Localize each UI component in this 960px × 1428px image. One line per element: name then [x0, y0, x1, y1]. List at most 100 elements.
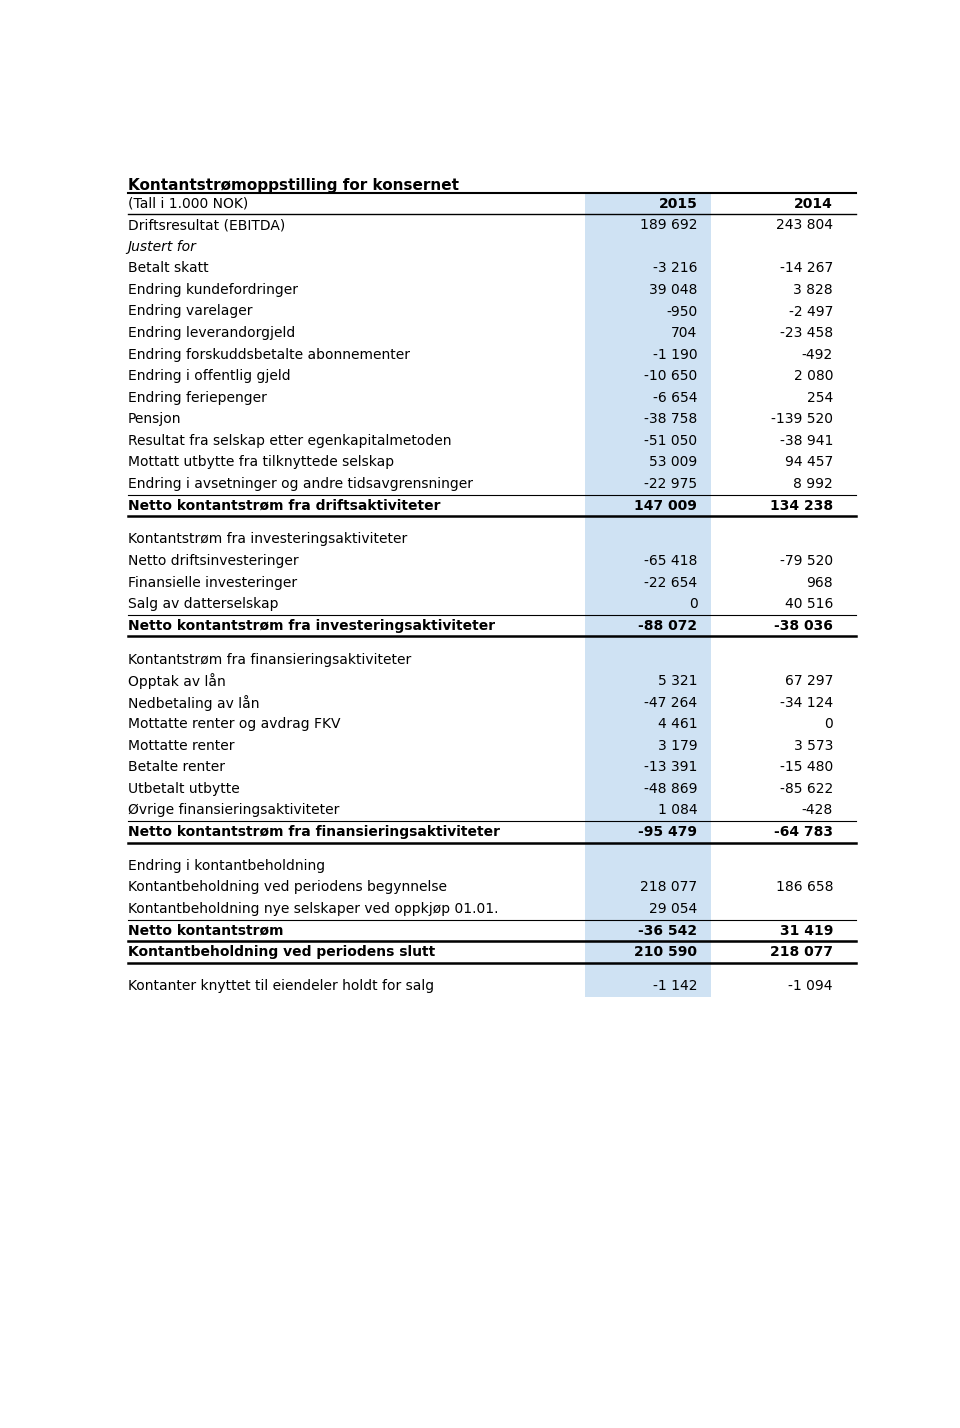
Text: Mottatte renter: Mottatte renter: [128, 738, 234, 753]
Text: 218 077: 218 077: [640, 881, 697, 894]
Text: 39 048: 39 048: [649, 283, 697, 297]
Text: -38 036: -38 036: [774, 618, 833, 633]
Text: -51 050: -51 050: [644, 434, 697, 448]
Text: 8 992: 8 992: [793, 477, 833, 491]
Text: 2 080: 2 080: [794, 370, 833, 383]
Text: Øvrige finansieringsaktiviteter: Øvrige finansieringsaktiviteter: [128, 804, 339, 817]
Text: 186 658: 186 658: [776, 881, 833, 894]
Text: -3 216: -3 216: [653, 261, 697, 276]
Text: Netto driftsinvesteringer: Netto driftsinvesteringer: [128, 554, 299, 568]
Text: -47 264: -47 264: [644, 695, 697, 710]
Text: -14 267: -14 267: [780, 261, 833, 276]
Text: Kontantbeholdning ved periodens begynnelse: Kontantbeholdning ved periodens begynnel…: [128, 881, 446, 894]
Text: Kontanter knyttet til eiendeler holdt for salg: Kontanter knyttet til eiendeler holdt fo…: [128, 980, 434, 992]
Text: -95 479: -95 479: [638, 825, 697, 840]
Text: Netto kontantstrøm fra driftsaktiviteter: Netto kontantstrøm fra driftsaktiviteter: [128, 498, 441, 513]
Text: Endring i kontantbeholdning: Endring i kontantbeholdning: [128, 858, 324, 873]
Text: Kontantbeholdning ved periodens slutt: Kontantbeholdning ved periodens slutt: [128, 945, 435, 960]
Text: Betalte renter: Betalte renter: [128, 760, 225, 774]
Text: -15 480: -15 480: [780, 760, 833, 774]
Text: -428: -428: [802, 804, 833, 817]
Text: 94 457: 94 457: [784, 456, 833, 470]
Text: Netto kontantstrøm fra finansieringsaktiviteter: Netto kontantstrøm fra finansieringsakti…: [128, 825, 500, 840]
Text: -36 542: -36 542: [638, 924, 697, 938]
Text: 53 009: 53 009: [649, 456, 697, 470]
Text: Opptak av lån: Opptak av lån: [128, 673, 226, 690]
Text: 210 590: 210 590: [635, 945, 697, 960]
Text: 147 009: 147 009: [635, 498, 697, 513]
Text: Endring i avsetninger og andre tidsavgrensninger: Endring i avsetninger og andre tidsavgre…: [128, 477, 472, 491]
Text: Finansielle investeringer: Finansielle investeringer: [128, 575, 297, 590]
Text: Mottatte renter og avdrag FKV: Mottatte renter og avdrag FKV: [128, 717, 340, 731]
Text: -85 622: -85 622: [780, 783, 833, 795]
Text: -22 654: -22 654: [644, 575, 697, 590]
Text: Nedbetaling av lån: Nedbetaling av lån: [128, 694, 259, 711]
Text: -1 094: -1 094: [788, 980, 833, 992]
Text: Utbetalt utbytte: Utbetalt utbytte: [128, 783, 239, 795]
Text: 254: 254: [806, 391, 833, 404]
Text: 2015: 2015: [659, 197, 697, 211]
Text: -88 072: -88 072: [638, 618, 697, 633]
Text: 40 516: 40 516: [784, 597, 833, 611]
Text: -13 391: -13 391: [644, 760, 697, 774]
Text: 2014: 2014: [794, 197, 833, 211]
Text: Salg av datterselskap: Salg av datterselskap: [128, 597, 278, 611]
Text: Resultat fra selskap etter egenkapitalmetoden: Resultat fra selskap etter egenkapitalme…: [128, 434, 451, 448]
Text: -79 520: -79 520: [780, 554, 833, 568]
Text: 5 321: 5 321: [658, 674, 697, 688]
Text: 3 573: 3 573: [794, 738, 833, 753]
Text: Endring i offentlig gjeld: Endring i offentlig gjeld: [128, 370, 290, 383]
Text: Netto kontantstrøm fra investeringsaktiviteter: Netto kontantstrøm fra investeringsaktiv…: [128, 618, 494, 633]
Text: 67 297: 67 297: [784, 674, 833, 688]
Text: Betalt skatt: Betalt skatt: [128, 261, 208, 276]
Text: Kontantbeholdning nye selskaper ved oppkjøp 01.01.: Kontantbeholdning nye selskaper ved oppk…: [128, 902, 498, 915]
Text: 968: 968: [806, 575, 833, 590]
Text: -139 520: -139 520: [771, 413, 833, 427]
Text: 31 419: 31 419: [780, 924, 833, 938]
Text: 3 179: 3 179: [658, 738, 697, 753]
Text: 704: 704: [671, 326, 697, 340]
Text: 218 077: 218 077: [770, 945, 833, 960]
Text: Mottatt utbytte fra tilknyttede selskap: Mottatt utbytte fra tilknyttede selskap: [128, 456, 394, 470]
Text: 0: 0: [688, 597, 697, 611]
Text: Justert for: Justert for: [128, 240, 197, 254]
Text: Endring leverandorgjeld: Endring leverandorgjeld: [128, 326, 295, 340]
Text: -38 941: -38 941: [780, 434, 833, 448]
Text: -2 497: -2 497: [788, 304, 833, 318]
Bar: [585, 193, 710, 214]
Text: Driftsresultat (EBITDA): Driftsresultat (EBITDA): [128, 218, 285, 233]
Text: Kontantstrøm fra investeringsaktiviteter: Kontantstrøm fra investeringsaktiviteter: [128, 533, 407, 547]
Text: Endring forskuddsbetalte abonnementer: Endring forskuddsbetalte abonnementer: [128, 347, 410, 361]
Text: Pensjon: Pensjon: [128, 413, 181, 427]
Text: 1 084: 1 084: [658, 804, 697, 817]
Text: (Tall i 1.000 NOK): (Tall i 1.000 NOK): [128, 197, 248, 211]
Text: 243 804: 243 804: [776, 218, 833, 233]
Text: -6 654: -6 654: [653, 391, 697, 404]
Text: Endring feriepenger: Endring feriepenger: [128, 391, 267, 404]
Text: 3 828: 3 828: [793, 283, 833, 297]
Text: -64 783: -64 783: [774, 825, 833, 840]
Bar: [585, 214, 710, 997]
Text: -1 142: -1 142: [653, 980, 697, 992]
Text: 29 054: 29 054: [649, 902, 697, 915]
Text: -38 758: -38 758: [644, 413, 697, 427]
Text: 0: 0: [825, 717, 833, 731]
Text: -950: -950: [666, 304, 697, 318]
Text: Endring varelager: Endring varelager: [128, 304, 252, 318]
Text: Kontantstrøm fra finansieringsaktiviteter: Kontantstrøm fra finansieringsaktivitete…: [128, 653, 411, 667]
Text: 134 238: 134 238: [770, 498, 833, 513]
Text: 189 692: 189 692: [640, 218, 697, 233]
Text: -48 869: -48 869: [644, 783, 697, 795]
Text: -22 975: -22 975: [644, 477, 697, 491]
Text: -10 650: -10 650: [644, 370, 697, 383]
Text: -492: -492: [802, 347, 833, 361]
Text: Endring kundefordringer: Endring kundefordringer: [128, 283, 298, 297]
Text: -23 458: -23 458: [780, 326, 833, 340]
Text: Kontantstrømoppstilling for konsernet: Kontantstrømoppstilling for konsernet: [128, 177, 459, 193]
Text: -1 190: -1 190: [653, 347, 697, 361]
Text: -34 124: -34 124: [780, 695, 833, 710]
Text: -65 418: -65 418: [644, 554, 697, 568]
Bar: [585, 975, 710, 997]
Text: 4 461: 4 461: [658, 717, 697, 731]
Text: Netto kontantstrøm: Netto kontantstrøm: [128, 924, 283, 938]
